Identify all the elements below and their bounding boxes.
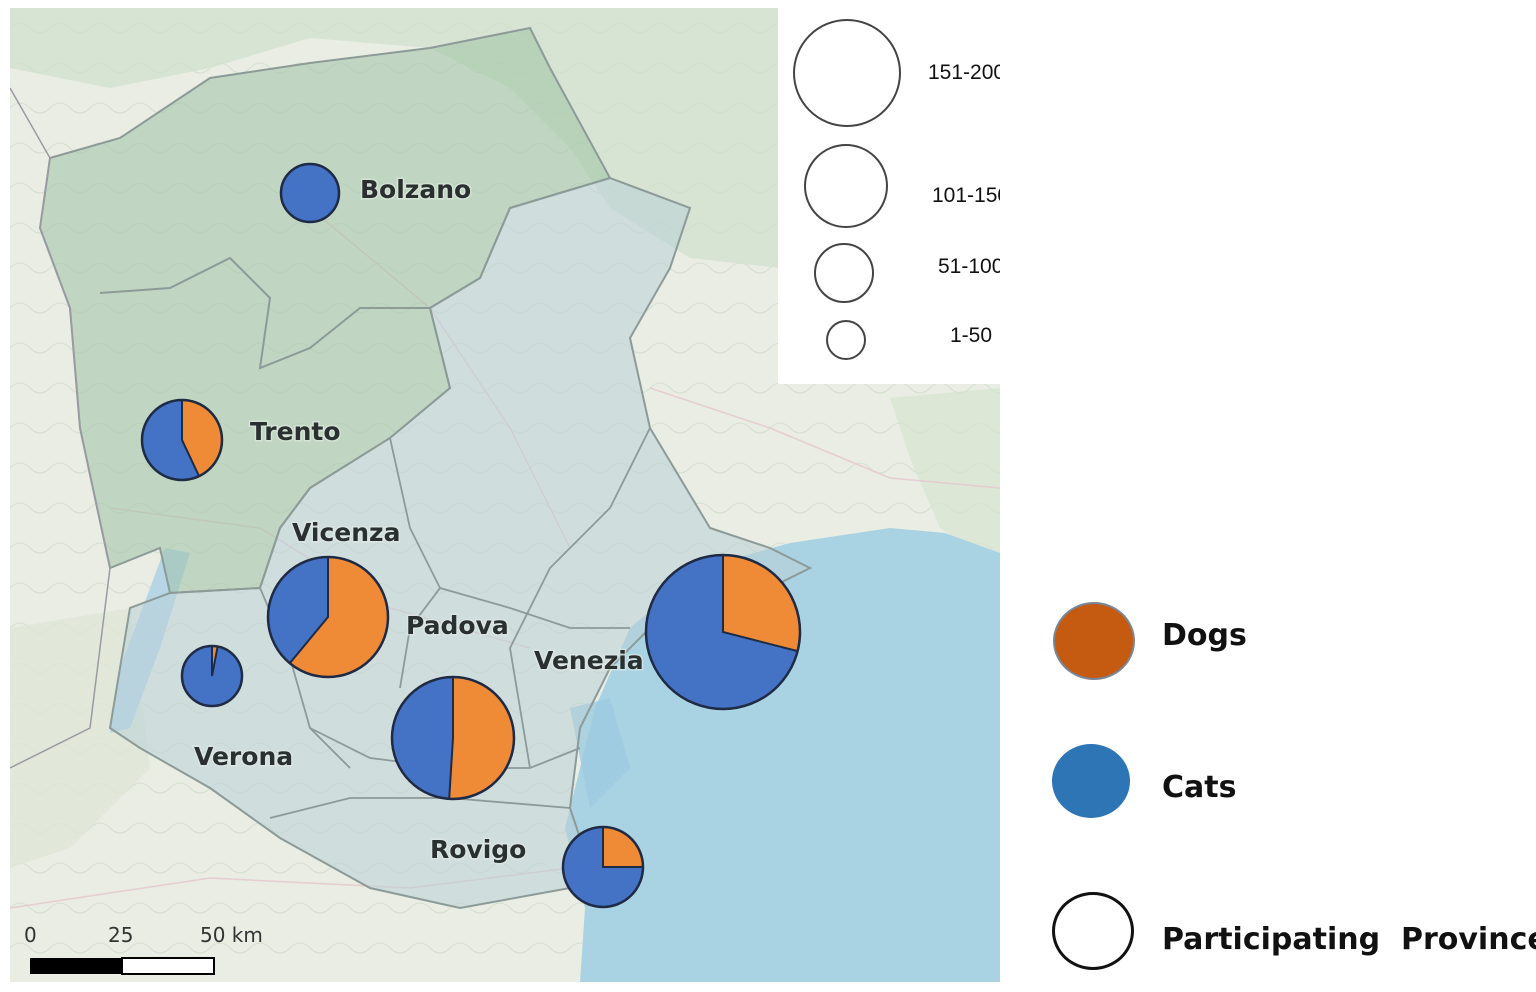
legend-label-cats: Cats — [1162, 770, 1237, 805]
size-legend-label-101-150: 101-150 — [932, 184, 1000, 207]
scale-bar-black — [30, 958, 122, 974]
label-venezia: Venezia — [534, 646, 644, 675]
pie-vicenza — [266, 555, 390, 679]
legend-swatch-dogs — [1053, 602, 1135, 680]
pie-venezia — [644, 553, 802, 711]
label-rovigo: Rovigo — [430, 835, 526, 864]
pie-outline-bolzano — [279, 162, 341, 224]
pie-outline-padova — [390, 675, 516, 801]
map-area: Bolzano Trento Vicenza Padova Venezia Ve… — [10, 8, 1000, 982]
pie-verona — [180, 644, 244, 708]
label-trento: Trento — [250, 417, 341, 446]
pie-trento — [140, 398, 224, 482]
size-legend-label-51-100: 51-100 — [938, 255, 1000, 278]
size-legend-circle-51-100 — [814, 243, 874, 303]
pie-bolzano — [279, 162, 341, 224]
size-legend-label-151-200: 151-200 — [928, 61, 1000, 84]
western-border — [10, 87, 111, 769]
scale-bar: 0 25 50 km — [24, 923, 263, 975]
legend-swatch-cats — [1050, 742, 1132, 820]
size-legend-circle-101-150 — [804, 144, 888, 228]
pie-charts — [140, 162, 802, 909]
scale-tick-50: 50 km — [200, 923, 263, 947]
size-legend-label-1-50: 1-50 — [950, 324, 992, 347]
size-legend: 151-200 101-150 51-100 1-50 — [778, 8, 1000, 384]
pie-outline-rovigo — [561, 825, 645, 909]
lagoon — [570, 698, 630, 808]
pie-rovigo — [561, 825, 645, 909]
west-plain — [10, 608, 150, 868]
alps-shading — [10, 8, 780, 268]
map-canvas: Bolzano Trento Vicenza Padova Venezia Ve… — [10, 8, 1000, 982]
label-bolzano: Bolzano — [360, 175, 471, 204]
east-hills — [890, 388, 1000, 568]
legend-label-dogs: Dogs — [1162, 618, 1247, 653]
size-legend-circle-151-200 — [793, 19, 901, 127]
scale-bar-white — [121, 957, 215, 975]
pie-outline-trento — [140, 398, 224, 482]
label-verona: Verona — [194, 742, 293, 771]
border-bolzano-trento — [99, 256, 430, 370]
scale-tick-0: 0 — [24, 923, 37, 947]
province-labels: Bolzano Trento Vicenza Padova Venezia Ve… — [193, 174, 646, 866]
pie-outline-verona — [180, 644, 244, 708]
legend-label-participating-provinces: Participating Provinces — [1162, 922, 1536, 957]
pie-padova — [390, 675, 516, 801]
label-vicenza: Vicenza — [292, 518, 400, 547]
legend-swatch-participating-provinces — [1052, 892, 1134, 970]
scale-tick-25: 25 — [108, 923, 133, 947]
pie-outline-venezia — [644, 553, 802, 711]
size-legend-circle-1-50 — [826, 320, 866, 360]
label-padova: Padova — [406, 611, 509, 640]
pie-outline-vicenza — [266, 555, 390, 679]
pie-slice-cats-bolzano — [281, 164, 339, 222]
